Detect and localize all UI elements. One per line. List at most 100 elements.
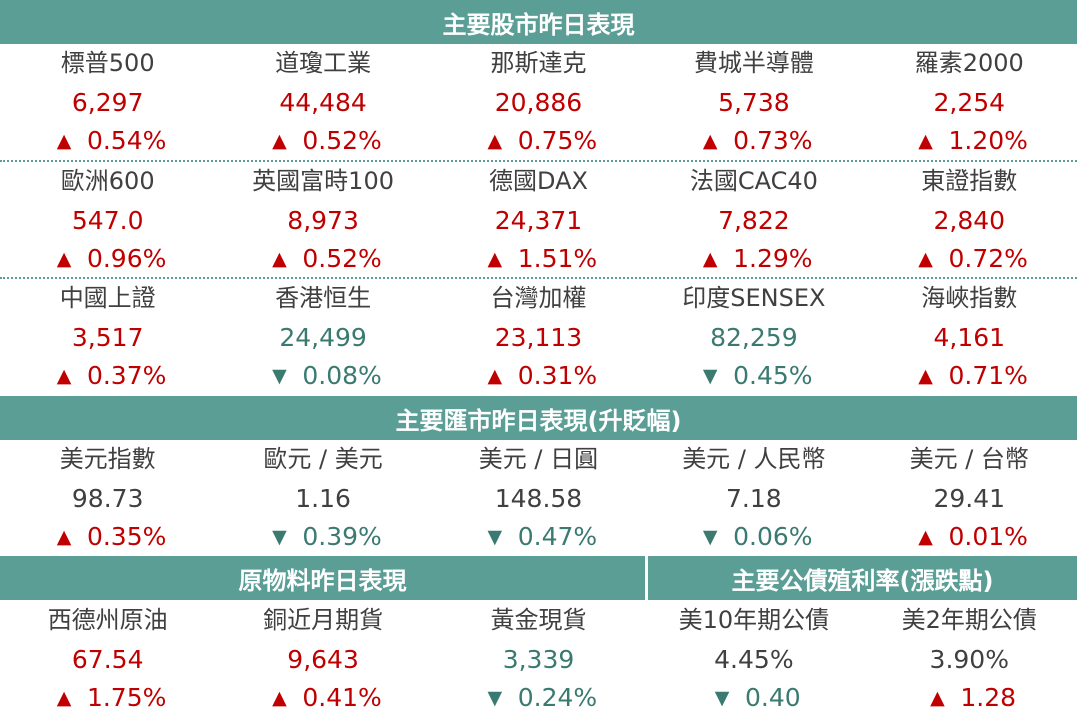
- instrument-value: 9,643: [287, 645, 359, 674]
- instrument-value: 3.90%: [929, 645, 1009, 674]
- change-row: ▲ 1.20%: [911, 122, 1028, 160]
- instrument-value: 3,517: [71, 323, 144, 352]
- commodities-header: 原物料昨日表現: [0, 556, 645, 600]
- change-row: ▼ 0.24%: [480, 679, 597, 717]
- stocks-header: 主要股市昨日表現: [0, 0, 1077, 44]
- market-cell: 歐洲600 547.0 ▲ 0.96%: [0, 162, 215, 278]
- change-row: ▲ 1.29%: [695, 240, 813, 278]
- stocks-row-3: 中國上證 3,517 ▲ 0.37% 香港恒生 24,499 ▼ 0.08% 台灣加權 23,…: [0, 279, 1077, 395]
- down-arrow-icon: ▼: [487, 687, 503, 709]
- instrument-name: 海峽指數: [921, 284, 1018, 312]
- change-value: 1.75%: [79, 683, 167, 712]
- change-row: ▲ 0.01%: [911, 518, 1028, 556]
- instrument-value: 24,371: [494, 206, 583, 235]
- change-row: ▲ 0.96%: [49, 240, 167, 278]
- instrument-value: 2,840: [933, 206, 1006, 235]
- market-cell: 美元 / 人民幣 7.18 ▼ 0.06%: [646, 440, 861, 556]
- change-row: ▲ 1.75%: [49, 679, 167, 717]
- market-cell: 那斯達克 20,886 ▲ 0.75%: [431, 44, 646, 160]
- up-arrow-icon: ▲: [930, 687, 945, 709]
- change-value: 0.54%: [79, 126, 167, 155]
- up-arrow-icon: ▲: [56, 130, 72, 152]
- instrument-value: 547.0: [71, 206, 144, 235]
- instrument-value: 6,297: [71, 88, 144, 117]
- instrument-name: 美10年期公債: [678, 606, 830, 634]
- instrument-name: 羅素2000: [914, 49, 1024, 77]
- change-row: ▲ 0.41%: [264, 679, 382, 717]
- row-divider: [0, 160, 1077, 162]
- instrument-name: 西德州原油: [47, 606, 168, 634]
- market-cell: 德國DAX 24,371 ▲ 1.51%: [431, 162, 646, 278]
- change-value: 0.06%: [725, 522, 813, 551]
- instrument-value: 20,886: [494, 88, 583, 117]
- down-arrow-icon: ▼: [487, 526, 503, 548]
- instrument-value: 23,113: [494, 323, 583, 352]
- market-cell: 美2年期公債 3.90% ▲ 1.28: [862, 601, 1077, 717]
- instrument-value: 7.18: [726, 484, 782, 513]
- market-cell: 英國富時100 8,973 ▲ 0.52%: [215, 162, 430, 278]
- change-row: ▲ 1.51%: [480, 240, 597, 278]
- instrument-name: 香港恒生: [275, 284, 372, 312]
- instrument-name: 歐元 / 美元: [263, 445, 383, 473]
- instrument-value: 29.41: [933, 484, 1006, 513]
- up-arrow-icon: ▲: [272, 687, 287, 709]
- change-row: ▲ 0.52%: [264, 240, 382, 278]
- up-arrow-icon: ▲: [272, 130, 287, 152]
- change-value: 0.41%: [294, 683, 382, 712]
- market-cell: 羅素2000 2,254 ▲ 1.20%: [862, 44, 1077, 160]
- market-cell: 美元 / 日圓 148.58 ▼ 0.47%: [431, 440, 646, 556]
- market-cell: 歐元 / 美元 1.16 ▼ 0.39%: [215, 440, 430, 556]
- change-value: 0.08%: [294, 361, 382, 390]
- change-value: 0.24%: [509, 683, 598, 712]
- change-value: 1.28: [952, 683, 1017, 712]
- instrument-value: 7,822: [718, 206, 790, 235]
- instrument-name: 黃金現貨: [490, 606, 587, 634]
- market-cell: 印度SENSEX 82,259 ▼ 0.45%: [646, 279, 861, 395]
- instrument-value: 24,499: [279, 323, 367, 352]
- change-row: ▲ 0.35%: [49, 518, 167, 556]
- instrument-value: 148.58: [494, 484, 583, 513]
- change-row: ▲ 1.28: [922, 679, 1016, 717]
- change-value: 0.73%: [725, 126, 813, 155]
- up-arrow-icon: ▲: [56, 687, 72, 709]
- change-row: ▼ 0.39%: [264, 518, 382, 556]
- row-divider: [0, 277, 1077, 279]
- change-row: ▲ 0.52%: [264, 122, 382, 160]
- market-cell: 東證指數 2,840 ▲ 0.72%: [862, 162, 1077, 278]
- stocks-row-2: 歐洲600 547.0 ▲ 0.96% 英國富時100 8,973 ▲ 0.52% 德國DA…: [0, 162, 1077, 278]
- instrument-name: 美元 / 日圓: [478, 445, 599, 473]
- fx-row: 美元指數 98.73 ▲ 0.35% 歐元 / 美元 1.16 ▼ 0.39% 美元 / 日…: [0, 440, 1077, 556]
- instrument-name: 道瓊工業: [275, 49, 372, 77]
- change-row: ▲ 0.31%: [480, 357, 597, 395]
- up-arrow-icon: ▲: [702, 248, 718, 270]
- change-row: ▼ 0.47%: [480, 518, 597, 556]
- up-arrow-icon: ▲: [918, 526, 933, 548]
- up-arrow-icon: ▲: [918, 248, 933, 270]
- market-cell: 法國CAC40 7,822 ▲ 1.29%: [646, 162, 861, 278]
- change-value: 0.52%: [294, 126, 382, 155]
- market-cell: 黃金現貨 3,339 ▼ 0.24%: [431, 601, 646, 717]
- change-value: 0.31%: [509, 361, 598, 390]
- up-arrow-icon: ▲: [56, 365, 72, 387]
- change-value: 0.40: [737, 683, 801, 712]
- instrument-name: 美元指數: [59, 445, 156, 473]
- instrument-name: 中國上證: [59, 284, 156, 312]
- bonds-header: 主要公債殖利率(漲跌點): [648, 556, 1077, 600]
- change-value: 0.52%: [294, 244, 382, 273]
- instrument-name: 東證指數: [921, 167, 1018, 195]
- instrument-value: 4,161: [933, 323, 1006, 352]
- market-cell: 海峽指數 4,161 ▲ 0.71%: [862, 279, 1077, 395]
- instrument-name: 美元 / 人民幣: [682, 445, 826, 473]
- instrument-name: 標普500: [60, 49, 155, 77]
- change-row: ▲ 0.71%: [911, 357, 1028, 395]
- instrument-name: 英國富時100: [252, 167, 394, 195]
- up-arrow-icon: ▲: [56, 248, 72, 270]
- stocks-row-1: 標普500 6,297 ▲ 0.54% 道瓊工業 44,484 ▲ 0.52% 那斯達克 20…: [0, 44, 1077, 160]
- change-value: 0.96%: [79, 244, 167, 273]
- up-arrow-icon: ▲: [918, 130, 933, 152]
- market-cell: 香港恒生 24,499 ▼ 0.08%: [215, 279, 430, 395]
- down-arrow-icon: ▼: [702, 526, 718, 548]
- up-arrow-icon: ▲: [272, 248, 287, 270]
- change-value: 0.47%: [509, 522, 598, 551]
